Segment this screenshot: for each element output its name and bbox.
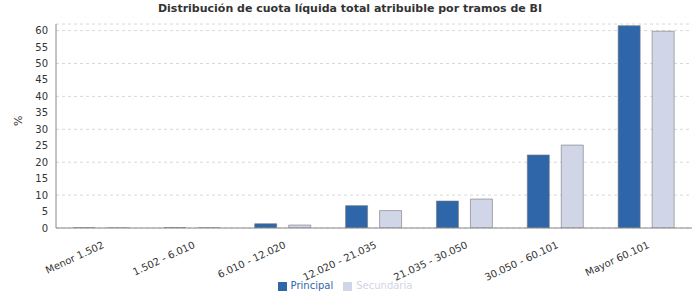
svg-text:45: 45 [35,74,48,85]
svg-text:%: % [12,116,25,126]
svg-text:30: 30 [35,124,48,135]
svg-text:30.050 - 60.101: 30.050 - 60.101 [483,239,560,283]
svg-text:6.010 - 12.020: 6.010 - 12.020 [216,239,287,280]
svg-text:0: 0 [42,223,48,234]
svg-text:10: 10 [35,190,48,201]
svg-text:55: 55 [35,42,48,53]
svg-text:15: 15 [35,173,48,184]
svg-text:60: 60 [35,25,48,36]
html-text:Distribución de cuota líquida: Distribución de cuota líquida total atri… [158,2,542,15]
svg-text:25: 25 [35,140,48,151]
svg-text:50: 50 [35,58,48,69]
svg-text:40: 40 [35,91,48,102]
svg-text:20: 20 [35,157,48,168]
svg-text:Mayor 60.101: Mayor 60.101 [584,239,651,278]
svg-text:12.020 - 21.035: 12.020 - 21.035 [301,239,378,283]
svg-text:21.035 - 30.050: 21.035 - 30.050 [392,239,469,283]
html-text:Secundaria: Secundaria [356,280,413,291]
svg-text:35: 35 [35,107,48,118]
html-text:Principal: Principal [290,280,334,291]
svg-text:5: 5 [42,206,48,217]
svg-text:1.502 - 6.010: 1.502 - 6.010 [131,239,197,277]
svg-text:Menor 1.502: Menor 1.502 [44,239,106,276]
